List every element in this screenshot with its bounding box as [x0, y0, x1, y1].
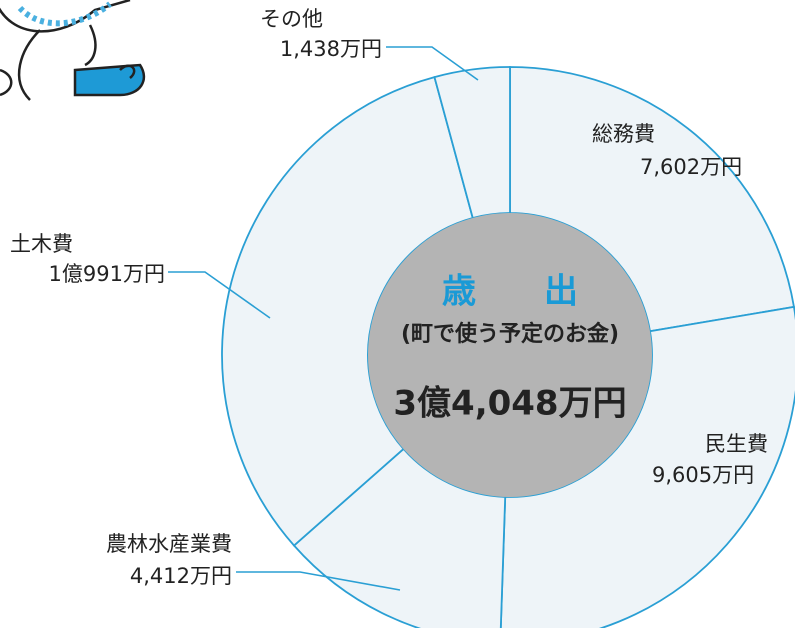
- category-label: 民生費: [705, 432, 768, 456]
- center-title: 歳 出: [442, 272, 578, 312]
- category-label: 総務費: [592, 122, 655, 146]
- value-label: 9,605万円: [652, 463, 754, 487]
- category-label: 農林水産業費: [106, 532, 232, 556]
- center-subtitle: (町で使う予定のお金): [401, 321, 619, 347]
- value-label: 1,438万円: [280, 37, 382, 61]
- category-label: 土木費: [10, 232, 73, 256]
- center-circle: [368, 213, 652, 497]
- mascot-illustration: [0, 0, 144, 100]
- value-label: 4,412万円: [130, 564, 232, 588]
- center-total: 3億4,048万円: [393, 384, 626, 424]
- chart: 歳 出 (町で使う予定のお金) 3億4,048万円 総務費 7,602万円民生費 9…: [0, 0, 795, 628]
- value-label: 7,602万円: [640, 155, 742, 179]
- value-label: 1億991万円: [49, 262, 165, 286]
- category-label: その他: [260, 7, 323, 31]
